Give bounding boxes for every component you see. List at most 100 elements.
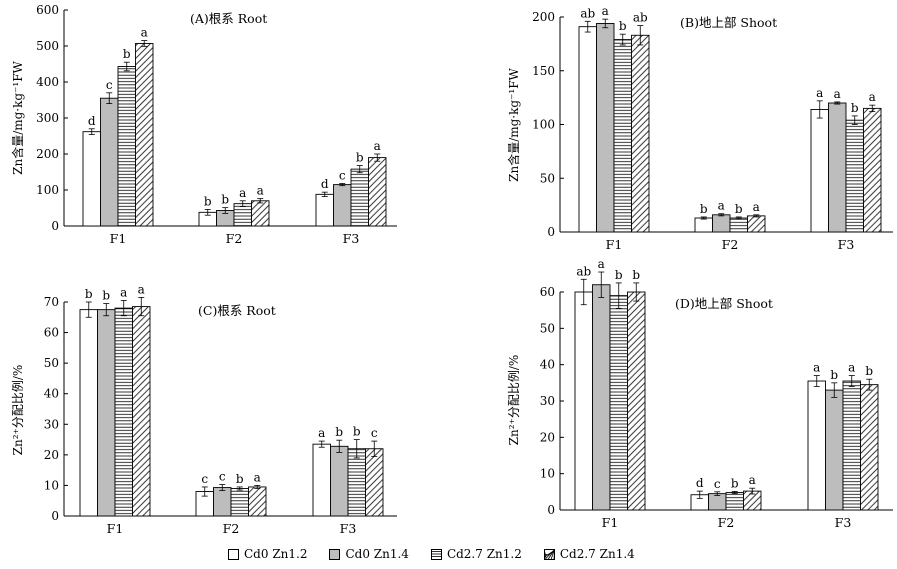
chart-title: (A)根系 Root [190, 11, 267, 26]
significance-label: d [696, 476, 704, 490]
significance-label: a [834, 87, 841, 101]
y-axis-label: Zn²⁺分配比例/% [507, 355, 521, 446]
significance-label: a [254, 470, 261, 484]
significance-label: d [321, 177, 329, 191]
y-tick-label: 200 [532, 10, 555, 24]
significance-label: b [632, 268, 640, 282]
x-tick-label: F1 [602, 515, 619, 530]
x-tick-label: F2 [718, 515, 735, 530]
bar [100, 97, 119, 227]
legend-label: Cd2.7 Zn1.2 [446, 547, 522, 561]
significance-label: b [236, 472, 244, 486]
significance-label: b [335, 425, 343, 439]
bar [233, 203, 252, 227]
bar [842, 380, 861, 511]
significance-label: a [120, 285, 127, 299]
significance-label: b [700, 202, 708, 216]
y-tick-label: 200 [36, 147, 59, 161]
significance-label: c [219, 470, 226, 484]
legend-item: Cd2.7 Zn1.2 [430, 547, 522, 561]
bar [708, 493, 727, 511]
x-tick-label: F1 [107, 521, 124, 536]
y-tick-label: 70 [44, 295, 59, 309]
bar [333, 184, 352, 227]
significance-label: b [123, 47, 131, 61]
y-axis-label: Zn²⁺分配比例/% [11, 365, 25, 456]
y-tick-label: 50 [44, 356, 59, 370]
significance-label: a [598, 257, 605, 271]
bar [365, 448, 384, 517]
x-tick-label: F3 [838, 237, 855, 252]
significance-label: b [735, 202, 743, 216]
significance-label: a [718, 199, 725, 213]
legend-swatch [430, 548, 442, 560]
bar [135, 43, 154, 227]
y-tick-label: 30 [540, 394, 555, 408]
significance-label: b [85, 287, 93, 301]
bar [248, 486, 267, 517]
y-tick-label: 10 [44, 478, 59, 492]
significance-label: c [371, 426, 378, 440]
y-tick-label: 500 [36, 39, 59, 53]
y-tick-label: 0 [547, 503, 555, 517]
significance-label: b [731, 476, 739, 490]
x-tick-label: F1 [110, 231, 127, 246]
bar [609, 295, 628, 511]
bar [828, 102, 847, 233]
significance-label: ab [576, 264, 591, 278]
chart-panel-1: 0 100 200 300 400 500 600 (A)根系 Root Zn含量/mg·kg⁻… [10, 3, 397, 246]
bar [117, 66, 136, 227]
bar [330, 445, 349, 517]
y-tick-label: 60 [540, 285, 555, 299]
y-tick-label: 100 [532, 118, 555, 132]
significance-label: c [201, 472, 208, 486]
legend-label: Cd0 Zn1.4 [345, 547, 409, 561]
legend-label: Cd0 Zn1.2 [244, 547, 308, 561]
significance-label: a [753, 200, 760, 214]
x-tick-label: F2 [722, 237, 739, 252]
y-tick-label: 50 [540, 321, 555, 335]
bar [863, 107, 882, 233]
significance-label: a [869, 90, 876, 104]
bar [845, 119, 864, 233]
significance-label: d [88, 114, 96, 128]
significance-label: b [353, 425, 361, 439]
bar [729, 217, 748, 233]
bar [315, 193, 334, 227]
bar [79, 309, 98, 517]
legend-item: Cd2.7 Zn1.4 [543, 547, 635, 561]
bar [230, 488, 249, 517]
y-tick-label: 100 [36, 183, 59, 197]
bar [694, 217, 713, 233]
y-tick-label: 60 [44, 326, 59, 340]
significance-label: a [848, 361, 855, 375]
significance-label: a [813, 361, 820, 375]
bar [712, 214, 731, 233]
significance-label: c [339, 169, 346, 183]
legend-item: Cd0 Zn1.2 [228, 547, 307, 561]
bar [574, 291, 593, 511]
legend-item: Cd0 Zn1.4 [329, 547, 409, 561]
bar [631, 34, 650, 233]
bar [807, 380, 826, 511]
bar [578, 26, 597, 233]
y-tick-label: 50 [540, 171, 555, 185]
bar [251, 200, 270, 227]
y-tick-label: 40 [540, 358, 555, 372]
significance-label: a [141, 26, 148, 40]
x-tick-label: F3 [343, 231, 360, 246]
significance-label: b [356, 151, 364, 165]
significance-label: b [102, 289, 110, 303]
y-tick-label: 0 [51, 219, 59, 233]
x-tick-label: F3 [835, 515, 852, 530]
bar [613, 39, 632, 233]
bar [725, 492, 744, 511]
y-tick-label: 300 [36, 111, 59, 125]
significance-label: a [138, 282, 145, 296]
y-axis-label: Zn含量/mg·kg⁻¹FW [10, 60, 25, 174]
legend-swatch [543, 548, 555, 560]
significance-label: b [221, 193, 229, 207]
significance-label: b [204, 194, 212, 208]
